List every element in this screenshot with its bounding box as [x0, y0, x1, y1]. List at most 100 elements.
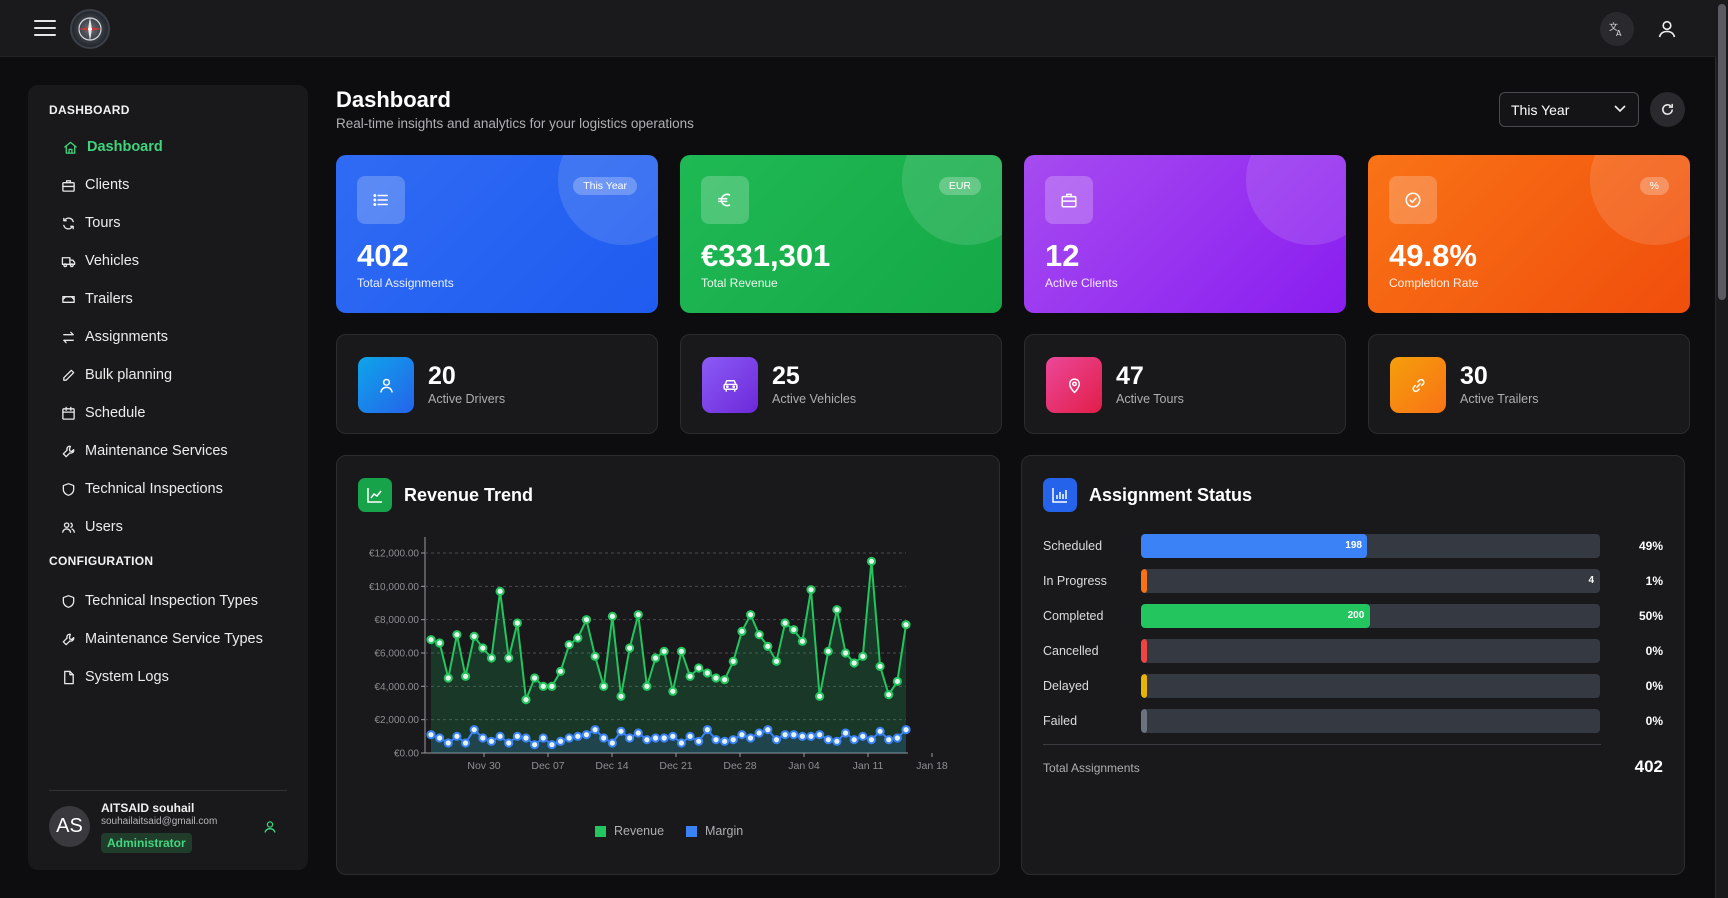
stat-label: Total Assignments [357, 276, 454, 290]
refresh-button[interactable] [1650, 92, 1685, 127]
stat-label: Total Revenue [701, 276, 778, 290]
data-point-revenue [650, 653, 661, 663]
data-point-revenue [573, 633, 583, 643]
decorative-circle [1590, 155, 1690, 245]
data-point-revenue [789, 625, 799, 635]
mini-card-active-trailers[interactable]: 30 Active Trailers [1368, 334, 1690, 434]
sidebar-item-dashboard[interactable]: Dashboard [62, 133, 163, 161]
status-count: 4 [1588, 575, 1594, 586]
legend-revenue[interactable]: Revenue [595, 824, 664, 838]
sidebar: DASHBOARD CONFIGURATION AS AITSAID souha… [28, 85, 308, 870]
x-tick-label: Dec 14 [595, 760, 628, 772]
sidebar-item-label: Maintenance Service Types [85, 631, 263, 647]
compass-logo[interactable] [70, 9, 110, 49]
data-point-margin [521, 733, 531, 743]
stat-value: 402 [357, 238, 409, 273]
period-select[interactable]: This Year [1499, 92, 1639, 127]
sidebar-item-technical-inspection-types[interactable]: Technical Inspection Types [60, 587, 258, 615]
status-count: 200 [1347, 610, 1365, 621]
data-point-revenue [521, 695, 531, 705]
sidebar-item-bulk-planning[interactable]: Bulk planning [60, 361, 172, 389]
data-point-margin [486, 736, 497, 746]
data-point-revenue [901, 620, 911, 630]
stat-card-total-revenue[interactable]: EUR €331,301 Total Revenue [680, 155, 1002, 313]
sidebar-item-maintenance-service-types[interactable]: Maintenance Service Types [60, 625, 263, 653]
sidebar-item-technical-inspections[interactable]: Technical Inspections [60, 475, 223, 503]
sidebar-item-users[interactable]: Users [60, 513, 123, 541]
mini-card-active-drivers[interactable]: 20 Active Drivers [336, 334, 658, 434]
scrollbar-thumb[interactable] [1718, 4, 1726, 300]
data-point-margin [676, 738, 687, 748]
revenue-chart[interactable]: €0.00 €2,000.00 €4,000.00 €6,000.00 €8,000.0… [351, 536, 971, 806]
data-point-margin [702, 725, 712, 735]
mini-card-active-vehicles[interactable]: 25 Active Vehicles [680, 334, 1002, 434]
sidebar-item-trailers[interactable]: Trailers [60, 285, 133, 313]
sidebar-item-assignments[interactable]: Assignments [60, 323, 168, 351]
user-icon [358, 357, 414, 413]
sidebar-item-system-logs[interactable]: System Logs [60, 663, 169, 691]
data-point-revenue [538, 681, 548, 691]
stat-value: 49.8% [1389, 238, 1477, 273]
status-label: In Progress [1043, 574, 1107, 588]
y-tick-label: €2,000.00 [375, 715, 420, 726]
status-row-completed[interactable]: Completed 200 50% [1043, 604, 1663, 628]
decorative-circle [558, 155, 658, 245]
data-point-revenue [849, 658, 859, 668]
users-icon [60, 519, 76, 535]
home-icon [62, 139, 78, 155]
data-point-revenue [797, 636, 807, 646]
stat-card-completion-rate[interactable]: % 49.8% Completion Rate [1368, 155, 1690, 313]
stat-card-total-assignments[interactable]: This Year 402 Total Assignments [336, 155, 658, 313]
status-fill [1141, 674, 1147, 698]
sidebar-item-clients[interactable]: Clients [60, 171, 129, 199]
data-point-revenue [495, 586, 505, 596]
status-row-scheduled[interactable]: Scheduled 198 49% [1043, 534, 1663, 558]
svg-text:文: 文 [1609, 21, 1618, 33]
wrench-icon [60, 631, 76, 647]
briefcase-icon [60, 177, 76, 193]
sidebar-item-vehicles[interactable]: Vehicles [60, 247, 139, 275]
series-line-revenue [430, 561, 907, 701]
data-point-margin [892, 733, 902, 743]
data-point-margin [849, 735, 859, 745]
sidebar-item-label: Assignments [85, 329, 169, 345]
user-icon[interactable] [1650, 12, 1684, 46]
data-point-revenue [685, 671, 695, 681]
data-point-margin [737, 730, 747, 740]
status-row-delayed[interactable]: Delayed 0% [1043, 674, 1663, 698]
user-email: souhailaitsaid@gmail.com [101, 816, 218, 827]
data-point-revenue [737, 626, 747, 636]
legend-margin[interactable]: Margin [686, 824, 743, 838]
file-icon [60, 669, 76, 685]
status-row-failed[interactable]: Failed 0% [1043, 709, 1663, 733]
status-row-cancelled[interactable]: Cancelled 0% [1043, 639, 1663, 663]
sidebar-item-tours[interactable]: Tours [60, 209, 120, 237]
data-point-revenue [581, 615, 592, 625]
status-fill [1141, 569, 1147, 593]
data-point-margin [504, 738, 514, 748]
data-point-revenue [711, 673, 721, 683]
stat-card-active-clients[interactable]: 12 Active Clients [1024, 155, 1346, 313]
decorative-circle [1246, 155, 1346, 245]
avatar[interactable]: AS [49, 806, 90, 847]
data-point-margin [547, 740, 557, 750]
swap-icon [60, 329, 76, 345]
data-point-revenue [866, 556, 877, 566]
status-track [1141, 674, 1600, 698]
data-point-margin [478, 733, 488, 743]
status-row-in-progress[interactable]: In Progress 4 1% [1043, 569, 1663, 593]
profile-icon[interactable] [263, 820, 277, 839]
sidebar-item-maintenance-services[interactable]: Maintenance Services [60, 437, 228, 465]
data-point-margin [728, 735, 738, 745]
data-point-margin [633, 728, 643, 738]
data-point-margin [884, 735, 894, 745]
total-assignments-label: Total Assignments [1043, 761, 1140, 775]
sidebar-item-schedule[interactable]: Schedule [60, 399, 145, 427]
mini-card-active-tours[interactable]: 47 Active Tours [1024, 334, 1346, 434]
data-point-margin [763, 725, 773, 735]
assignment-status-panel: Assignment Status Total Assignments 402 … [1021, 455, 1685, 875]
sidebar-item-label: Dashboard [87, 139, 163, 155]
hamburger-icon[interactable] [34, 20, 56, 38]
